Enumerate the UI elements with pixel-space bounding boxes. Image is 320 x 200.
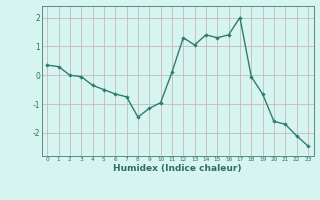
- X-axis label: Humidex (Indice chaleur): Humidex (Indice chaleur): [113, 164, 242, 173]
